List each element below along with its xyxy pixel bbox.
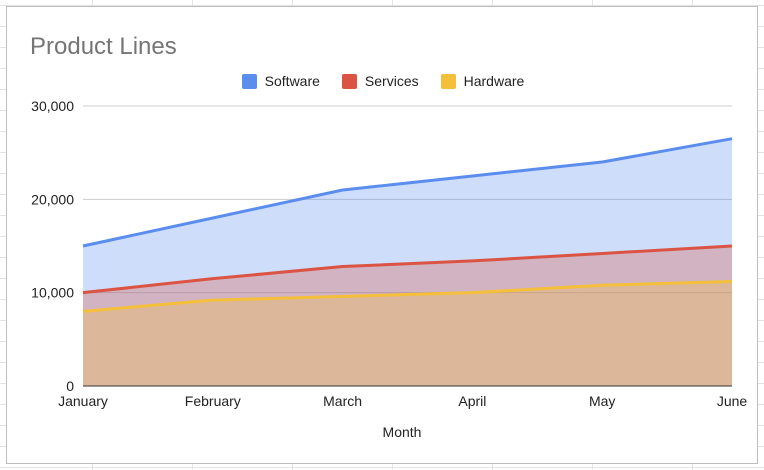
y-tick-label: 30,000 xyxy=(31,98,74,114)
chart-title: Product Lines xyxy=(30,33,177,60)
legend-swatch xyxy=(440,73,456,89)
data-point-services xyxy=(471,259,474,262)
x-tick-label: January xyxy=(58,393,108,409)
data-point-services xyxy=(82,291,85,294)
legend-swatch xyxy=(241,73,257,89)
data-point-services xyxy=(341,265,344,268)
area-services xyxy=(83,246,732,386)
line-services xyxy=(82,244,733,295)
legend-label: Services xyxy=(364,73,419,89)
data-point-software xyxy=(601,161,604,164)
x-tick-label: June xyxy=(717,393,748,409)
data-point-software xyxy=(341,189,344,192)
gridlines xyxy=(83,105,732,294)
legend-item-services[interactable]: Services xyxy=(341,73,419,89)
legend-label: Software xyxy=(264,73,320,89)
legend-swatch xyxy=(341,73,357,89)
legend-label: Hardware xyxy=(463,73,525,89)
data-point-hardware xyxy=(211,299,214,302)
data-point-software xyxy=(211,217,214,220)
chart-legend: Software Services Hardware xyxy=(7,73,759,89)
data-point-hardware xyxy=(341,295,344,298)
data-point-hardware xyxy=(731,280,734,283)
x-tick-label: February xyxy=(185,393,241,409)
line-software xyxy=(82,137,733,248)
data-point-hardware xyxy=(471,291,474,294)
data-point-software xyxy=(82,245,85,248)
axes: 0 10,000 20,000 30,000 January February March A… xyxy=(31,98,747,409)
x-axis-title: Month xyxy=(382,424,422,440)
data-point-software xyxy=(731,137,734,140)
legend-item-hardware[interactable]: Hardware xyxy=(440,73,525,89)
data-point-software xyxy=(471,175,474,178)
data-point-services xyxy=(731,245,734,248)
y-tick-label: 0 xyxy=(66,378,74,394)
data-point-services xyxy=(211,277,214,280)
x-tick-label: May xyxy=(589,393,615,409)
y-tick-label: 20,000 xyxy=(31,191,74,207)
line-series xyxy=(82,137,734,313)
x-tick-label: April xyxy=(458,393,486,409)
x-tick-label: March xyxy=(323,393,362,409)
data-point-hardware xyxy=(601,284,604,287)
line-hardware xyxy=(82,279,733,313)
data-point-services xyxy=(601,252,604,255)
y-tick-label: 10,000 xyxy=(31,285,74,301)
legend-item-software[interactable]: Software xyxy=(241,73,320,89)
area-hardware xyxy=(83,281,732,386)
data-point-hardware xyxy=(82,310,85,313)
